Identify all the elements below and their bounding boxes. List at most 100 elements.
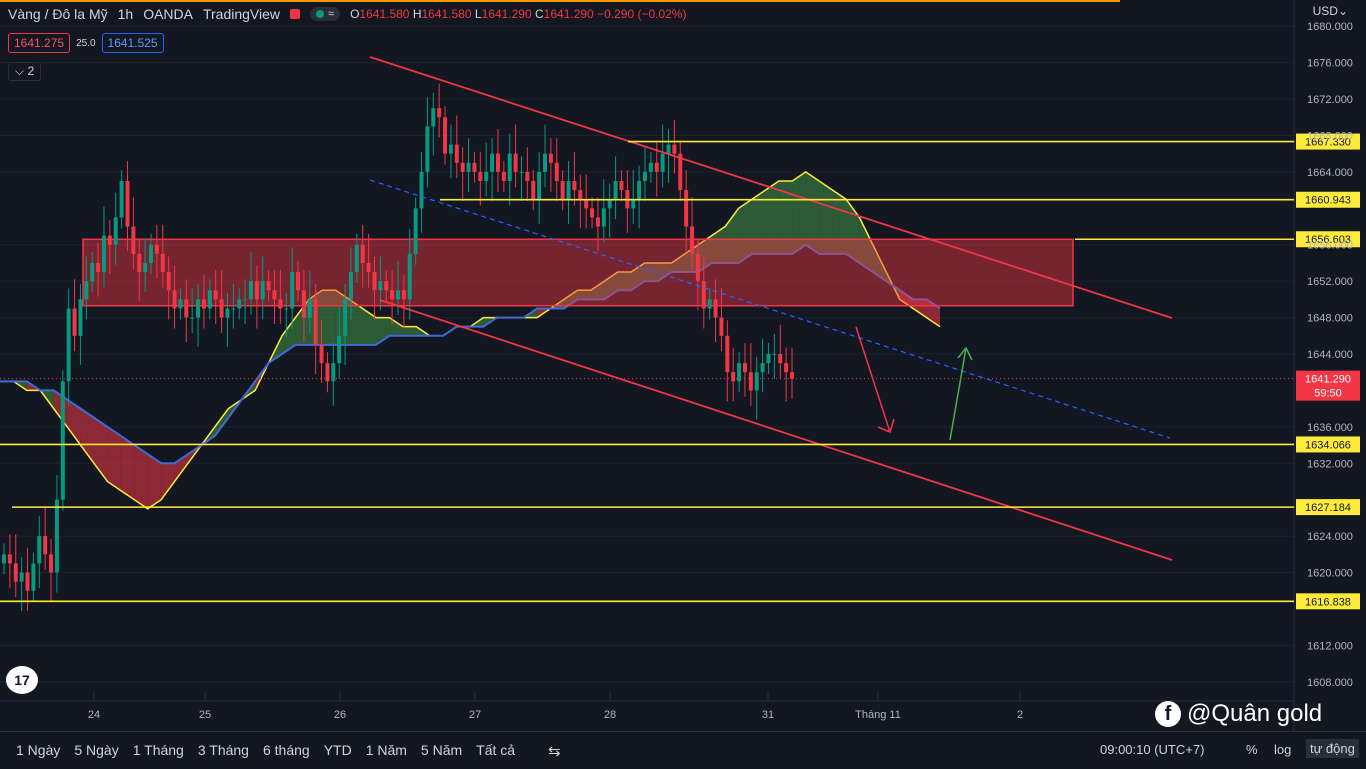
candle-body-82 <box>484 171 489 181</box>
candle-body-123 <box>725 335 730 373</box>
candle-body-89 <box>525 171 530 181</box>
range-6[interactable]: 1 Năm <box>365 742 407 758</box>
tradingview-logo-icon[interactable]: 17 <box>6 666 38 694</box>
candle-body-103 <box>607 199 612 209</box>
range-3[interactable]: 3 Tháng <box>197 742 249 758</box>
y-tick-label-0: 1608.000 <box>1307 677 1353 689</box>
candle-body-20 <box>119 181 124 218</box>
x-tick-label-5: 31 <box>762 709 774 721</box>
x-tick-label-7: 2 <box>1017 709 1023 721</box>
candle-body-114 <box>672 144 677 154</box>
range-4[interactable]: 6 tháng <box>262 742 310 758</box>
market-status-icon[interactable] <box>290 9 301 19</box>
buy-price-button[interactable]: 1641.525 <box>101 33 164 53</box>
cloud-segment-16 <box>214 408 229 436</box>
level-tag-label-0: 1667.330 <box>1305 137 1351 149</box>
candle-body-128 <box>754 372 759 391</box>
cloud-segment-28 <box>376 317 390 345</box>
sell-price-button[interactable]: 1641.275 <box>8 33 71 53</box>
candle-body-59 <box>348 272 353 300</box>
candle-body-45 <box>266 281 271 291</box>
cloud-segment-48 <box>644 262 658 282</box>
candle-body-12 <box>72 308 77 336</box>
candle-body-18 <box>107 235 112 245</box>
cloud-segment-59 <box>792 171 806 254</box>
channel-upper-line <box>369 56 1173 319</box>
ohlc-readout: O1641.580 H1641.580 L1641.290 C1641.290 … <box>350 7 686 21</box>
candle-body-73 <box>431 108 436 127</box>
y-tick-label-6: 1644.000 <box>1307 349 1353 361</box>
interval-label[interactable]: 1h <box>117 6 134 22</box>
high-label: H <box>412 7 422 21</box>
candle-body-19 <box>113 217 118 245</box>
cloud-segment-46 <box>617 272 632 291</box>
top-accent-line <box>0 0 1120 2</box>
cloud-segment-24 <box>322 290 336 345</box>
range-8[interactable]: Tất cả <box>476 742 516 758</box>
candle-body-24 <box>143 262 148 273</box>
cloud-segment-29 <box>389 317 403 336</box>
auto-scale-toggle[interactable]: tự động <box>1306 739 1359 758</box>
indicator-toggle[interactable]: ⌵ 2 <box>8 62 42 81</box>
candle-body-87 <box>513 153 518 172</box>
range-0[interactable]: 1 Ngày <box>16 742 61 758</box>
candle-body-13 <box>78 299 83 336</box>
candle-body-121 <box>713 299 718 318</box>
candle-body-108 <box>637 181 642 200</box>
green-dot-icon <box>316 10 325 18</box>
candle-body-52 <box>307 299 312 318</box>
quote-panel: 1641.275 25.0 1641.525 <box>8 33 164 53</box>
candle-body-125 <box>737 363 742 382</box>
candle-body-134 <box>790 372 794 379</box>
range-2[interactable]: 1 Tháng <box>132 742 184 758</box>
candle-body-83 <box>490 153 495 172</box>
candle-body-40 <box>237 299 242 309</box>
candle-body-65 <box>384 281 389 291</box>
level-tag-1 <box>1296 191 1360 208</box>
currency-selector[interactable]: USD⌄ <box>1313 4 1348 18</box>
candle-body-2 <box>13 563 18 582</box>
data-status-pill[interactable]: ≈ <box>310 7 341 21</box>
candle-body-33 <box>196 299 201 318</box>
cloud-segment-30 <box>402 326 417 336</box>
candle-body-90 <box>531 181 536 200</box>
log-toggle[interactable]: log <box>1274 742 1292 757</box>
level-tag-3 <box>1296 436 1360 453</box>
date-range-icon[interactable]: ⇆ <box>548 743 561 760</box>
percent-toggle[interactable]: % <box>1246 742 1258 757</box>
cloud-segment-27 <box>362 308 376 345</box>
candle-body-67 <box>396 290 400 300</box>
y-tick-label-10: 1664.000 <box>1307 167 1353 179</box>
cloud-segment-42 <box>564 290 578 309</box>
candle-body-96 <box>566 181 571 200</box>
candle-body-6 <box>37 536 42 564</box>
supply-zone <box>82 238 1074 307</box>
candle-body-104 <box>613 181 618 200</box>
candle-body-16 <box>96 262 101 273</box>
symbol-name[interactable]: Vàng / Đô la Mỹ <box>8 6 108 22</box>
level-tag-0 <box>1296 133 1360 150</box>
bottom-toolbar: 1 Ngày 5 Ngày 1 Tháng 3 Tháng 6 tháng YTD 1 Nă… <box>0 731 1366 769</box>
range-1[interactable]: 5 Ngày <box>74 742 119 758</box>
candle-body-116 <box>684 190 689 227</box>
candle-body-131 <box>772 354 777 355</box>
open-label: O <box>350 7 360 21</box>
candle-body-1 <box>7 554 12 564</box>
candle-body-54 <box>319 344 324 364</box>
range-7[interactable]: 5 Năm <box>420 742 463 758</box>
cloud-segment-5 <box>67 399 81 446</box>
candle-body-57 <box>337 335 342 364</box>
chevron-down-icon: ⌵ <box>15 64 25 78</box>
candle-body-102 <box>601 208 606 227</box>
candle-body-34 <box>201 299 206 309</box>
y-tick-label-5: 1636.000 <box>1307 422 1353 434</box>
candle-body-122 <box>719 317 724 336</box>
clock-label[interactable]: 09:00:10 (UTC+7) <box>1100 742 1205 757</box>
candle-body-129 <box>760 363 765 373</box>
range-5[interactable]: YTD <box>323 742 352 758</box>
level-tag-2 <box>1296 231 1360 248</box>
chart-header: Vàng / Đô la Mỹ 1h OANDA TradingView ≈ O… <box>8 6 686 22</box>
candle-body-21 <box>125 181 130 227</box>
y-tick-label-4: 1632.000 <box>1307 458 1353 470</box>
